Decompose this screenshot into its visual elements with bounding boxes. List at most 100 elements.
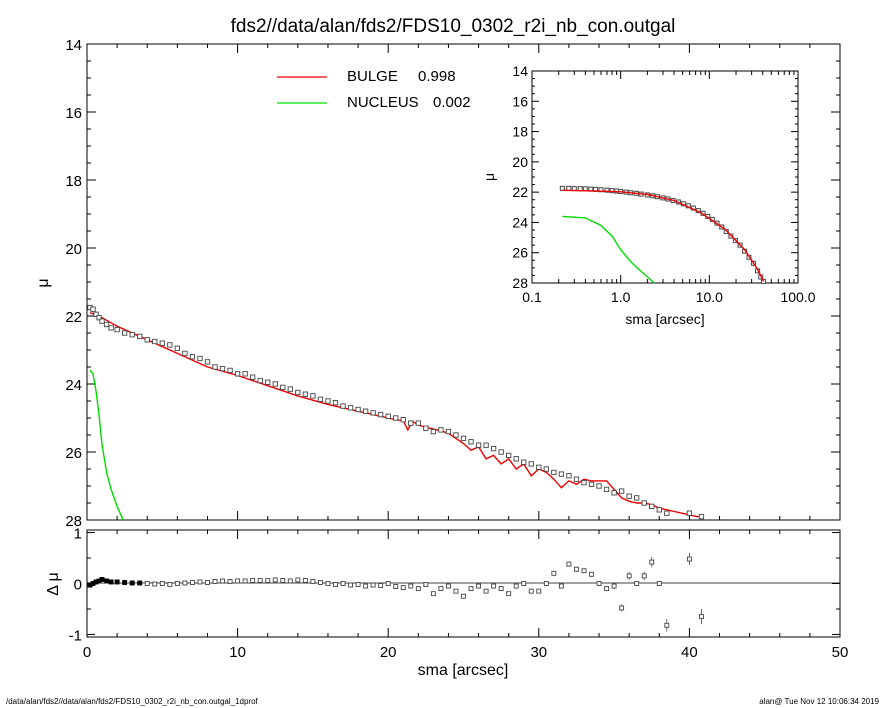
main-data-point <box>558 471 565 477</box>
residual-x-tick-label: 30 <box>530 644 547 661</box>
main-data-point <box>581 479 587 486</box>
residual-point <box>197 579 203 585</box>
inset-nucleus-line <box>562 215 655 284</box>
residual-point <box>656 581 662 586</box>
main-data-point <box>370 410 376 416</box>
main-y-tick-label: 22 <box>65 309 82 326</box>
residual-point <box>280 577 286 583</box>
residual-point <box>182 580 188 586</box>
main-data-point <box>664 510 670 516</box>
main-data-point <box>415 420 421 426</box>
main-data-point <box>182 350 188 357</box>
chart-title: fds2//data/alan/fds2/FDS10_0302_r2i_nb_c… <box>231 16 676 37</box>
residual-point <box>521 581 527 586</box>
main-data-point <box>618 488 625 494</box>
main-data-point <box>317 396 324 402</box>
inset-y-tick-label: 24 <box>512 214 528 230</box>
residual-point <box>400 585 406 591</box>
residual-point <box>423 582 429 587</box>
residual-point <box>604 586 610 592</box>
residual-point <box>498 586 504 592</box>
main-data-point <box>302 391 309 397</box>
residual-point <box>287 578 293 584</box>
residual-point <box>370 582 376 588</box>
residual-point <box>129 580 135 586</box>
legend: BULGE 0.998 NUCLEUS 0.002 <box>277 68 471 111</box>
main-data-point <box>536 464 542 470</box>
residual-point <box>634 581 640 586</box>
residual-point <box>104 578 110 584</box>
main-data-point <box>626 493 632 499</box>
main-data-point <box>453 432 459 438</box>
residual-point <box>626 573 632 579</box>
residual-point <box>430 591 436 597</box>
residual-point <box>205 580 210 585</box>
inset-y-tick-label: 16 <box>512 93 528 109</box>
main-data-series <box>87 304 705 520</box>
residual-x-tick-label: 10 <box>229 644 246 661</box>
main-data-point <box>649 503 655 510</box>
residual-point <box>212 579 218 584</box>
main-data-point <box>385 413 391 419</box>
legend-bulge-label: BULGE <box>347 68 398 85</box>
main-data-point <box>212 364 218 370</box>
residual-point <box>415 586 421 592</box>
main-data-point <box>257 377 263 384</box>
main-data-point <box>438 427 444 433</box>
residual-point <box>453 588 459 594</box>
main-data-point <box>634 495 640 501</box>
residual-point <box>363 583 369 589</box>
main-nucleus-line <box>89 369 124 521</box>
residual-point <box>468 586 474 592</box>
inset-x-tick-label: 10.0 <box>696 289 723 305</box>
main-data-point <box>332 400 339 406</box>
inset-data-point <box>604 187 610 193</box>
main-y-tick-label: 26 <box>65 445 82 462</box>
residual-point <box>438 586 444 592</box>
inset-bulge-line <box>562 189 765 282</box>
residual-point <box>137 580 143 586</box>
main-data-point <box>423 425 429 431</box>
main-data-point <box>347 405 354 411</box>
residual-point <box>333 582 338 587</box>
inset-bulge-series <box>562 189 765 282</box>
main-data-point <box>588 481 595 487</box>
residual-point <box>325 581 331 586</box>
residual-point <box>317 580 323 585</box>
main-data-point <box>96 315 102 321</box>
main-data-point <box>596 483 602 489</box>
residual-point <box>99 576 105 582</box>
footer-timestamp: alan@ Tue Nov 12 10:06:34 2019 <box>759 697 879 706</box>
residual-point <box>242 578 248 584</box>
residual-point <box>152 581 158 587</box>
inset-log-panel: 14 16 18 20 22 24 26 280.1 1.0 10.0 100.0 sma [arc… <box>481 63 816 327</box>
main-y-tick-label: 24 <box>65 377 82 394</box>
main-data-point <box>378 411 384 418</box>
residual-point <box>167 582 173 587</box>
main-data-point <box>573 476 580 482</box>
main-data-point <box>698 513 705 520</box>
main-data-point <box>468 439 474 445</box>
inset-y-tick-label: 28 <box>512 275 528 291</box>
main-data-point <box>295 389 301 396</box>
main-data-point <box>362 408 369 414</box>
inset-x-axis-label: sma [arcsec] <box>625 311 704 327</box>
main-data-point <box>93 311 99 317</box>
legend-nucleus-label: NUCLEUS <box>347 94 419 111</box>
residual-point <box>506 591 512 597</box>
main-y-tick-label: 14 <box>65 37 82 54</box>
residual-y-tick-label: -1 <box>69 627 82 644</box>
inset-y-tick-label: 22 <box>512 184 528 200</box>
main-data-point <box>159 340 165 346</box>
residual-point <box>378 583 384 588</box>
legend-bulge-value: 0.998 <box>418 68 456 85</box>
main-data-point <box>506 452 512 459</box>
main-data-point <box>204 359 211 365</box>
residual-point <box>408 583 414 589</box>
residual-x-tick-label: 50 <box>832 644 849 661</box>
main-data-point <box>280 384 286 391</box>
main-data-point <box>408 420 414 426</box>
main-data-point <box>90 306 96 312</box>
